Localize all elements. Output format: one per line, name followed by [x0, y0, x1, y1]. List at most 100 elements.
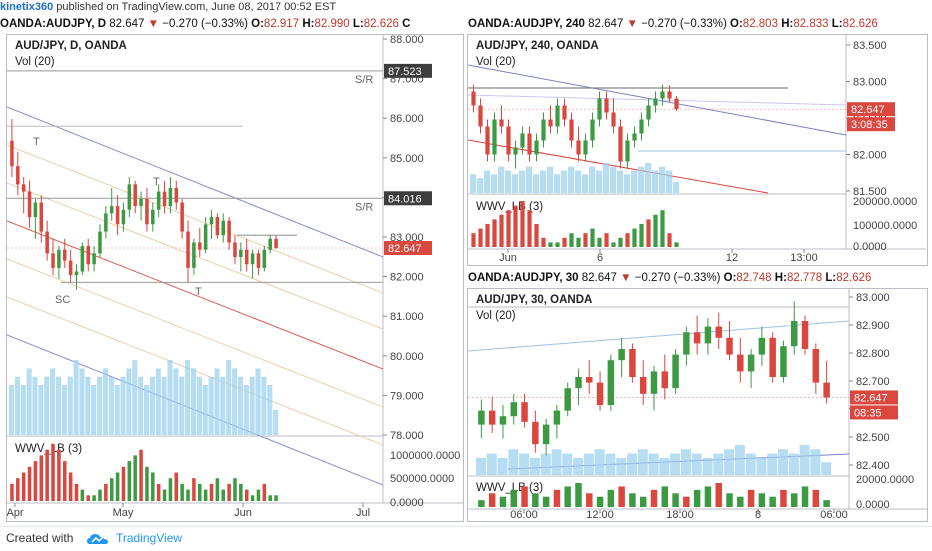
volume-bar	[810, 449, 821, 475]
volume-bar	[208, 376, 214, 435]
indicator-bar	[45, 449, 49, 501]
candle-body	[607, 360, 615, 405]
candle-body	[534, 140, 539, 155]
daily-volume-label: Vol (20)	[15, 56, 55, 68]
volume-bar	[470, 174, 477, 193]
indicator-bar	[521, 486, 528, 507]
h4-chart-panel[interactable]: AUD/JPY, 240, OANDA Vol (20) WWV_LB (3) …	[467, 34, 928, 266]
volume-bar	[573, 457, 584, 475]
indicator-bar	[92, 495, 96, 501]
volume-bar	[508, 449, 519, 475]
indicator-bar	[823, 500, 830, 507]
volume-bar	[568, 166, 575, 193]
volume-bar	[617, 170, 624, 193]
candle-body	[115, 206, 120, 225]
indicator-bar	[660, 210, 665, 247]
candle-body	[667, 91, 672, 99]
candle-body	[488, 410, 496, 425]
volume-bar	[26, 368, 32, 435]
tradingview-brand[interactable]: TradingView	[116, 531, 183, 545]
m30-chart-svg[interactable]: 83.00082.90082.80082.70082.60082.50082.4…	[468, 289, 927, 521]
volume-bar	[734, 445, 745, 475]
volume-bar	[138, 376, 144, 435]
candle-body	[186, 231, 190, 268]
volume-bar	[702, 457, 713, 475]
candle-body	[583, 140, 588, 155]
candle-body	[672, 354, 679, 389]
candle-body	[145, 198, 149, 225]
candle-body	[520, 133, 525, 148]
chart-annotation: S/R	[355, 74, 373, 86]
candle-body	[198, 242, 202, 250]
indicator-bar	[174, 472, 179, 501]
volume-bar	[155, 368, 161, 435]
volume-bar	[486, 453, 497, 475]
indicator-bar	[506, 210, 511, 247]
indicator-bar	[715, 483, 722, 507]
m30-high: 82.778	[786, 272, 823, 284]
volume-bar	[691, 453, 702, 475]
indicator-bar	[607, 489, 615, 507]
candle-body	[506, 126, 511, 155]
daily-symbol: OANDA:AUDJPY, D	[0, 18, 107, 30]
y-axis-tick-label: 83.000	[853, 77, 887, 89]
volume-bar	[102, 368, 108, 435]
volume-bar	[666, 170, 673, 193]
x-axis-tick-label: 13:00	[790, 252, 818, 264]
volume-bar	[554, 174, 561, 193]
indicator-bar	[221, 489, 225, 501]
volume-bar	[173, 368, 179, 435]
candle-body	[180, 202, 184, 232]
indicator-tick-label: 20000.0000	[856, 474, 914, 486]
volume-bar	[659, 166, 666, 193]
candle-body	[693, 332, 701, 344]
indicator-bar	[233, 478, 237, 501]
indicator-bar	[542, 496, 550, 507]
candle-body	[510, 402, 517, 417]
candle-body	[268, 238, 272, 250]
candle-body	[239, 249, 243, 257]
indicator-bar	[98, 489, 102, 501]
candle-body	[227, 220, 231, 243]
indicator-bar	[21, 472, 26, 501]
indicator-bar	[156, 483, 161, 501]
daily-c-label: C	[402, 18, 411, 30]
indicator-bar	[583, 233, 588, 247]
volume-bar	[484, 170, 491, 193]
candle-body	[562, 105, 567, 120]
candle-body	[513, 147, 518, 155]
candle-body	[63, 249, 67, 261]
volume-bar	[132, 360, 138, 435]
y-axis-tick-label: 82.400	[856, 460, 890, 472]
m30-chart-title: AUD/JPY, 30, OANDA	[476, 294, 593, 306]
y-axis-tick-label: 88.000	[390, 35, 424, 46]
daily-chart-panel[interactable]: AUD/JPY, D, OANDA Vol (20) WWV_LB (3) 88…	[6, 34, 464, 522]
h4-chart-svg[interactable]: 83.50083.00082.50082.00081.500Jun61213:0…	[468, 35, 927, 265]
volume-bar	[120, 376, 126, 435]
candle-body	[51, 253, 55, 268]
h4-chart-title: AUD/JPY, 240, OANDA	[476, 40, 599, 52]
candle-body	[596, 382, 604, 405]
price-tag-box	[384, 241, 432, 256]
trend-channel-line	[468, 320, 850, 352]
candle-body	[485, 126, 490, 155]
h4-indicator-label: WWV_LB (3)	[476, 201, 544, 213]
indicator-bar	[553, 489, 561, 507]
indicator-bar	[604, 233, 609, 247]
indicator-bar	[63, 461, 67, 501]
volume-bar	[226, 360, 232, 435]
volume-bar	[631, 170, 638, 193]
candle-body	[590, 119, 595, 141]
candle-body	[726, 337, 733, 355]
indicator-bar	[555, 242, 560, 247]
indicator-bar	[534, 224, 539, 247]
publisher-username[interactable]: kinetix360	[0, 1, 54, 13]
indicator-bar	[33, 461, 38, 501]
daily-chart-svg[interactable]: 88.00087.00086.00085.00084.00083.00082.0…	[7, 35, 463, 521]
price-tag-label: 82.647	[388, 243, 422, 255]
y-axis-tick-label: 82.500	[856, 432, 890, 444]
h4-last: 82.647	[588, 18, 624, 30]
m30-chart-panel[interactable]: AUD/JPY, 30, OANDA Vol (20) WWV_LB (3) 8…	[467, 288, 928, 522]
candle-body	[215, 217, 220, 236]
candle-body	[823, 382, 830, 398]
